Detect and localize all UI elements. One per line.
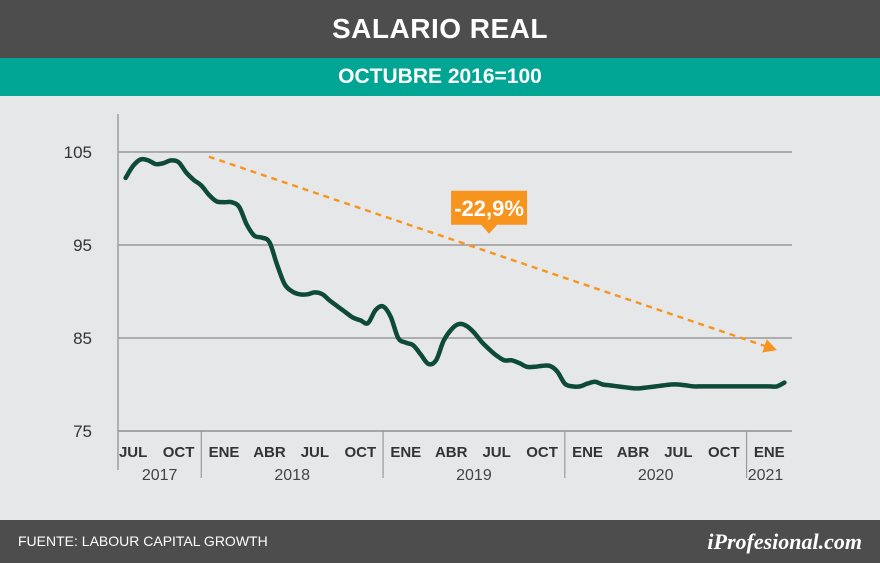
year-label: 2017 <box>142 467 178 484</box>
x-tick-label: ENE <box>754 444 785 461</box>
x-tick-label: ABR <box>435 444 468 461</box>
chart-title: SALARIO REAL <box>332 13 548 44</box>
subtitle-bar <box>0 58 880 96</box>
annotation-label: -22,9% <box>454 196 524 221</box>
x-tick-label: OCT <box>708 444 740 461</box>
x-tick-label: JUL <box>301 444 329 461</box>
y-tick-label: 105 <box>64 143 92 162</box>
year-label: 2021 <box>748 467 784 484</box>
x-tick-label: ENE <box>572 444 603 461</box>
series-line <box>123 156 787 391</box>
x-tick-label: JUL <box>664 444 692 461</box>
y-tick-label: 75 <box>73 422 92 441</box>
x-tick-label: OCT <box>345 444 377 461</box>
title-bar <box>0 0 880 58</box>
brand-logo: iProfesional.com <box>707 529 862 554</box>
chart-subtitle: OCTUBRE 2016=100 <box>338 65 542 88</box>
x-tick-label: JUL <box>482 444 510 461</box>
footer-bar <box>0 520 880 563</box>
annotation-callout <box>451 190 528 234</box>
year-label: 2019 <box>456 467 492 484</box>
y-tick-label: 95 <box>73 236 92 255</box>
year-label: 2018 <box>274 467 310 484</box>
line-chart: 75 85 95 105 JUL OCT ENE ABR JUL OCT ENE ABR JUL OCT E… <box>64 114 792 484</box>
year-label: 2020 <box>638 467 674 484</box>
x-tick-label: OCT <box>163 444 195 461</box>
x-tick-label: JUL <box>119 444 147 461</box>
trend-arrowhead <box>762 339 777 353</box>
x-tick-label: ABR <box>253 444 286 461</box>
trend-line <box>208 155 765 348</box>
x-tick-label: ENE <box>390 444 421 461</box>
x-tick-label: ENE <box>209 444 240 461</box>
source-note: FUENTE: LABOUR CAPITAL GROWTH <box>18 533 268 549</box>
x-tick-label: ABR <box>617 444 650 461</box>
x-tick-label: OCT <box>526 444 558 461</box>
y-tick-label: 85 <box>73 329 92 348</box>
